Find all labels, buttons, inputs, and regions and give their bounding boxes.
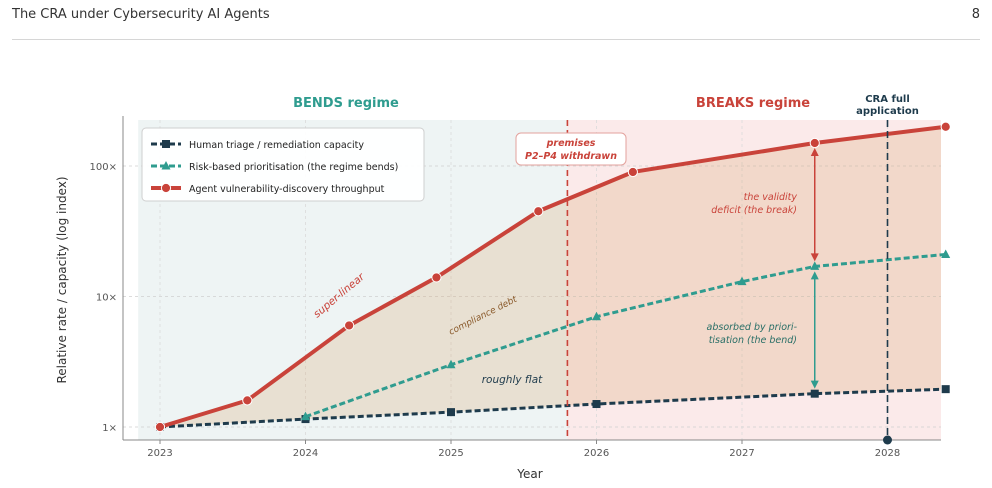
premises-label-line1: premises [546, 138, 596, 149]
data-point-0 [592, 400, 601, 409]
regime-label-breaks: BREAKS regime [696, 96, 810, 111]
gap-area [160, 127, 941, 427]
data-point-2 [154, 421, 166, 433]
data-point-1 [737, 276, 747, 286]
regime-label-bends: BENDS regime [293, 96, 399, 111]
data-point-2 [533, 206, 544, 217]
x-tick-label: 2026 [584, 448, 609, 459]
cra-label-line1: CRA full [865, 94, 910, 105]
data-point-2 [809, 137, 820, 149]
cra-marker-dot [883, 435, 892, 445]
data-point-1 [941, 249, 951, 258]
premises-box [515, 132, 627, 166]
data-point-2 [242, 395, 253, 406]
legend-marker-0 [162, 140, 170, 148]
absorbed-arrow-head-top [810, 271, 819, 280]
x-axis-title: Year [516, 467, 542, 481]
absorbed-arrow-head-bottom [810, 380, 819, 389]
x-tick-label: 2028 [875, 448, 900, 459]
data-point-2 [940, 121, 951, 132]
y-axis-title: Relative rate / capacity (log index) [55, 176, 69, 383]
data-point-2 [627, 166, 638, 178]
cra-label-line2: application [856, 106, 919, 117]
data-point-2 [344, 320, 355, 331]
data-point-1 [592, 311, 601, 321]
page-header: The CRA under Cybersecurity AI Agents 8 [12, 7, 980, 40]
annotation-roughly-flat: roughly flat [482, 374, 543, 386]
annotation-absorbed-line1: absorbed by priori- [707, 322, 798, 333]
validity-arrow-head-bottom [810, 253, 819, 262]
page-title: The CRA under Cybersecurity AI Agents [12, 7, 270, 22]
legend-marker-1 [161, 161, 171, 170]
x-tick-label: 2027 [729, 448, 754, 459]
data-point-0 [941, 385, 950, 394]
annotation-validity-line1: the validity [744, 192, 798, 203]
x-tick-label: 2023 [147, 448, 172, 459]
legend-label-0: Human triage / remediation capacity [189, 140, 364, 151]
legend-marker-2 [160, 182, 172, 194]
premises-label-line2: P2–P4 withdrawn [525, 151, 617, 162]
x-tick-label: 2024 [293, 448, 318, 459]
annotation-validity-line2: deficit (the break) [711, 205, 797, 216]
data-point-1 [810, 261, 820, 270]
series-line-2 [159, 124, 946, 429]
legend-box [141, 127, 425, 202]
data-point-2 [431, 272, 442, 283]
annotation-absorbed-line2: tisation (the bend) [709, 335, 797, 346]
data-point-1 [446, 359, 456, 369]
data-point-0 [447, 408, 455, 417]
x-tick-label: 2025 [438, 448, 463, 459]
legend-label-2: Agent vulnerability-discovery throughput [189, 184, 385, 195]
y-tick-label: 100× [90, 162, 117, 173]
data-point-1 [301, 411, 310, 421]
y-tick-label: 1× [102, 423, 117, 434]
page-number: 8 [971, 7, 980, 22]
series-line-1 [304, 252, 946, 419]
validity-arrow-head-top [810, 148, 819, 157]
y-tick-label: 10× [96, 293, 117, 304]
legend-label-1: Risk-based prioritisation (the regime be… [189, 162, 398, 173]
data-point-0 [810, 389, 819, 398]
series-line-0 [159, 387, 946, 429]
